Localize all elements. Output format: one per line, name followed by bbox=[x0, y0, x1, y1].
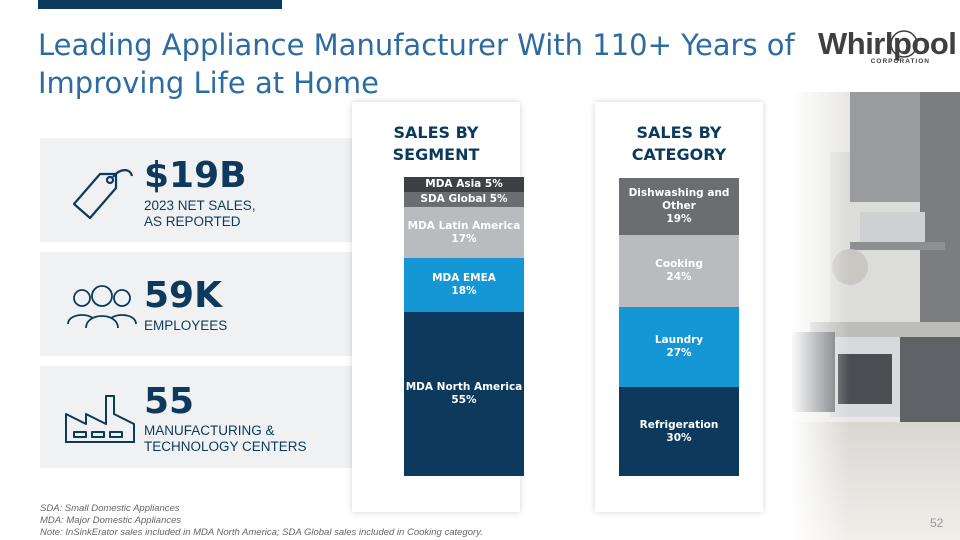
data-label: Dishwashing and Other 19% bbox=[628, 187, 730, 225]
stacked-bar-segment: MDA North America 55% MDA EMEA 18% MDA Latin… bbox=[404, 177, 524, 476]
bar-segment-laundry: Laundry 27% bbox=[619, 307, 739, 387]
bar-segment-mda-latin-america: MDA Latin America 17% bbox=[404, 207, 524, 258]
data-label: MDA Latin America 17% bbox=[407, 219, 521, 245]
bar-segment-refrigeration: Refrigeration 30% bbox=[619, 387, 739, 476]
data-label: Cooking 24% bbox=[655, 258, 703, 283]
data-label: SDA Global 5% bbox=[420, 193, 508, 205]
bar-segment-sda-global: SDA Global 5% bbox=[404, 192, 524, 207]
kpi-manufacturing: 55 MANUFACTURING & TECHNOLOGY CENTERS bbox=[40, 366, 352, 468]
bar-segment-mda-asia: MDA Asia 5% bbox=[404, 177, 524, 192]
kpi-label: EMPLOYEES bbox=[144, 318, 228, 333]
footnotes: SDA: Small Domestic Appliances MDA: Majo… bbox=[40, 503, 483, 539]
title-line-2: Improving Life at Home bbox=[38, 66, 379, 100]
data-label: Refrigeration 30% bbox=[639, 418, 719, 444]
kitchen-photo bbox=[790, 92, 960, 540]
slide-title: Leading Appliance Manufacturer With 110+… bbox=[38, 26, 808, 102]
bar-segment-mda-north-america: MDA North America 55% bbox=[404, 312, 524, 476]
chart-title: SALES BY SEGMENT bbox=[392, 123, 480, 164]
bar-segment-cooking: Cooking 24% bbox=[619, 235, 739, 307]
logo-swoosh-icon bbox=[890, 30, 918, 58]
logo-subtitle: CORPORATION bbox=[870, 58, 930, 65]
kpi-label: 2023 NET SALES, AS REPORTED bbox=[144, 198, 256, 229]
top-accent-bar bbox=[38, 0, 282, 9]
kpi-value: 59K bbox=[144, 275, 222, 316]
kpi-net-sales: $19B 2023 NET SALES, AS REPORTED bbox=[40, 138, 352, 242]
data-label: Laundry 27% bbox=[654, 334, 704, 359]
people-icon bbox=[67, 285, 137, 329]
chart-title: SALES BY CATEGORY bbox=[631, 123, 727, 164]
kpi-value: 55 bbox=[144, 381, 195, 422]
bar-segment-dishwashing-and-other: Dishwashing and Other 19% bbox=[619, 178, 739, 235]
data-label: MDA Asia 5% bbox=[425, 178, 503, 190]
logo-wordmark: Whirlpool bbox=[818, 26, 957, 61]
footnote: MDA: Major Domestic Appliances bbox=[40, 515, 182, 526]
data-label: MDA North America 55% bbox=[405, 381, 523, 406]
factory-icon bbox=[65, 395, 135, 443]
kpi-employees: 59K EMPLOYEES bbox=[40, 252, 352, 356]
stacked-bar-category: Refrigeration 30% Laundry 27% Cooking 24% Dish… bbox=[619, 178, 739, 476]
price-tag-icon bbox=[72, 169, 134, 220]
whirlpool-logo: Whirlpool CORPORATION bbox=[818, 26, 957, 70]
bar-segment-mda-emea: MDA EMEA 18% bbox=[404, 258, 524, 312]
title-line-1: Leading Appliance Manufacturer With 110+… bbox=[38, 28, 795, 62]
footnote: Note: InSinkErator sales included in MDA… bbox=[40, 527, 483, 538]
page-number: 52 bbox=[930, 516, 944, 530]
data-label: MDA EMEA 18% bbox=[432, 272, 496, 297]
kpi-label: MANUFACTURING & TECHNOLOGY CENTERS bbox=[144, 423, 307, 454]
kpi-value: $19B bbox=[144, 155, 247, 196]
footnote: SDA: Small Domestic Appliances bbox=[40, 503, 180, 514]
